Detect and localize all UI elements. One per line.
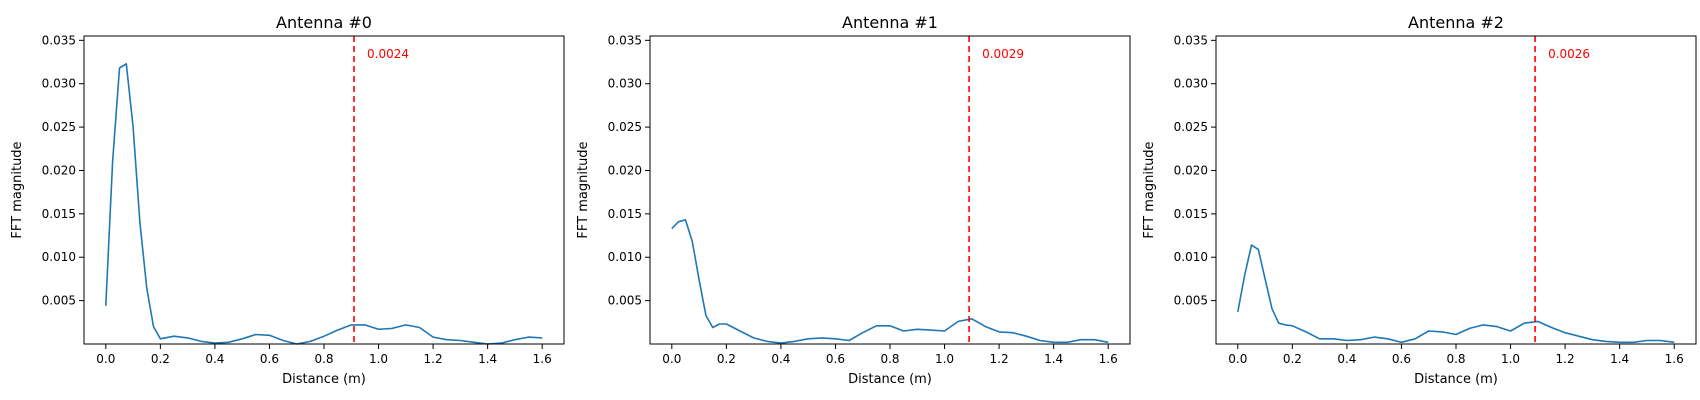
- y-tick-label: 0.025: [42, 120, 76, 134]
- y-axis-label: FFT magnitude: [10, 141, 25, 238]
- x-tick-label: 1.0: [1501, 352, 1520, 366]
- y-tick-label: 0.005: [608, 294, 642, 308]
- x-axis-label: Distance (m): [848, 372, 932, 387]
- x-tick-label: 1.0: [935, 352, 954, 366]
- peak-value-label: 0.0026: [1548, 47, 1590, 61]
- y-tick-label: 0.020: [42, 163, 76, 177]
- y-tick-label: 0.030: [1174, 77, 1208, 91]
- chart-title: Antenna #1: [842, 13, 938, 32]
- y-tick-label: 0.005: [1174, 294, 1208, 308]
- y-tick-label: 0.030: [608, 77, 642, 91]
- x-tick-label: 1.6: [1665, 352, 1684, 366]
- y-axis-label: FFT magnitude: [576, 141, 591, 238]
- x-tick-label: 1.6: [1099, 352, 1118, 366]
- y-tick-label: 0.015: [1174, 207, 1208, 221]
- y-tick-label: 0.035: [42, 33, 76, 47]
- x-tick-label: 0.6: [1392, 352, 1411, 366]
- y-tick-label: 0.020: [608, 163, 642, 177]
- peak-value-label: 0.0029: [982, 47, 1024, 61]
- x-tick-label: 0.2: [1283, 352, 1302, 366]
- x-tick-label: 1.2: [1556, 352, 1575, 366]
- x-tick-label: 1.4: [478, 352, 497, 366]
- peak-value-label: 0.0024: [367, 47, 409, 61]
- y-tick-label: 0.025: [1174, 120, 1208, 134]
- x-tick-label: 0.0: [662, 352, 681, 366]
- x-tick-label: 1.2: [424, 352, 443, 366]
- y-tick-label: 0.005: [42, 294, 76, 308]
- y-tick-label: 0.030: [42, 77, 76, 91]
- x-tick-label: 1.0: [369, 352, 388, 366]
- y-tick-label: 0.015: [608, 207, 642, 221]
- x-tick-label: 0.8: [1446, 352, 1465, 366]
- y-tick-label: 0.035: [1174, 33, 1208, 47]
- y-tick-label: 0.025: [608, 120, 642, 134]
- subplot-antenna-1: Antenna #1 0.0029 0.0 0.2 0.4 0.6 0.8 1.0 1.2 1.4…: [576, 13, 1131, 387]
- x-axis-label: Distance (m): [282, 372, 366, 387]
- x-tick-label: 1.4: [1044, 352, 1063, 366]
- x-tick-label: 1.6: [533, 352, 552, 366]
- x-axis-label: Distance (m): [1414, 372, 1498, 387]
- x-tick-label: 0.2: [717, 352, 736, 366]
- subplot-antenna-2: Antenna #2 0.0026 0.0 0.2 0.4 0.6 0.8 1.0 1.2 1.4…: [1142, 13, 1697, 387]
- plot-frame: [649, 35, 1131, 345]
- x-tick-label: 0.4: [771, 352, 790, 366]
- plot-frame: [83, 35, 565, 345]
- x-tick-label: 0.0: [1228, 352, 1247, 366]
- y-tick-label: 0.015: [42, 207, 76, 221]
- x-tick-label: 0.2: [151, 352, 170, 366]
- x-tick-label: 0.8: [314, 352, 333, 366]
- x-tick-label: 0.8: [880, 352, 899, 366]
- y-tick-label: 0.010: [1174, 250, 1208, 264]
- x-tick-label: 1.2: [990, 352, 1009, 366]
- x-tick-label: 0.6: [260, 352, 279, 366]
- y-tick-label: 0.010: [608, 250, 642, 264]
- series-line: [1237, 244, 1675, 344]
- y-tick-label: 0.035: [608, 33, 642, 47]
- x-tick-label: 0.6: [826, 352, 845, 366]
- subplot-antenna-0: Antenna #0 0.0024 0.0 0.2 0.4 0.6 0.8 1.0 1.2 1.4…: [10, 13, 565, 387]
- series-line: [105, 62, 543, 345]
- x-tick-label: 0.4: [205, 352, 224, 366]
- y-tick-label: 0.020: [1174, 163, 1208, 177]
- plot-frame: [1215, 35, 1697, 345]
- y-axis-label: FFT magnitude: [1142, 141, 1157, 238]
- x-tick-label: 1.4: [1610, 352, 1629, 366]
- y-tick-label: 0.010: [42, 250, 76, 264]
- chart-title: Antenna #0: [276, 13, 372, 32]
- chart-title: Antenna #2: [1408, 13, 1504, 32]
- x-tick-label: 0.4: [1337, 352, 1356, 366]
- x-tick-label: 0.0: [96, 352, 115, 366]
- series-line: [671, 219, 1109, 344]
